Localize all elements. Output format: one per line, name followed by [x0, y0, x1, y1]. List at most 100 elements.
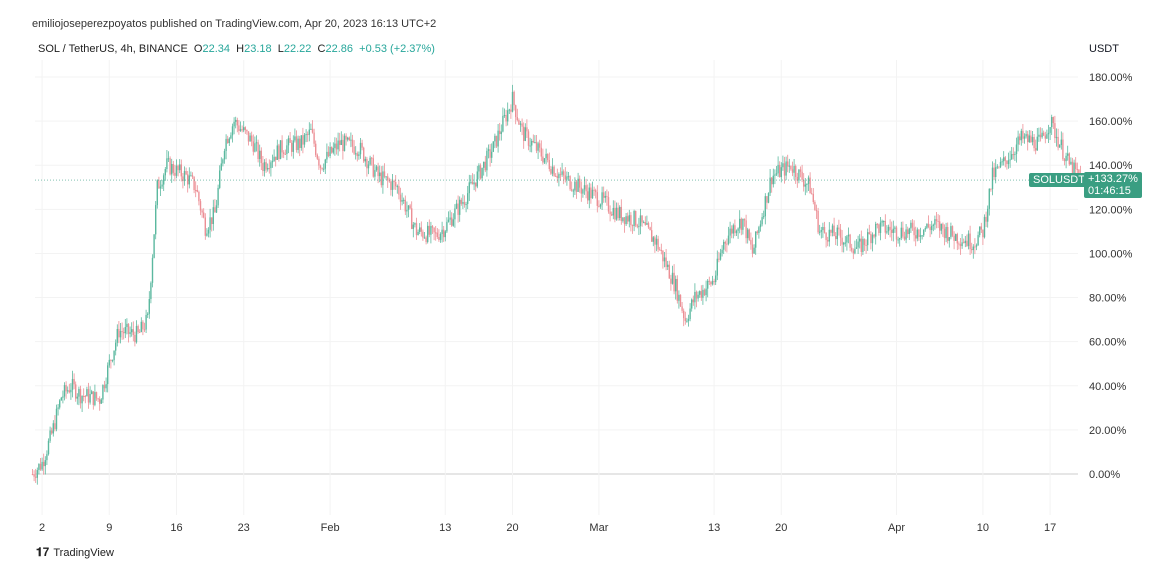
- candle-body: [124, 327, 126, 334]
- candle-body: [996, 166, 998, 168]
- candle-body: [137, 326, 139, 332]
- candle-body: [537, 143, 539, 151]
- candle-body: [734, 225, 736, 234]
- candle-body: [819, 231, 821, 233]
- candle-body: [889, 226, 891, 230]
- candle-body: [471, 181, 474, 185]
- candle-body: [310, 128, 312, 130]
- candle-body: [703, 289, 706, 296]
- candle-body: [676, 278, 678, 301]
- candle-body: [793, 166, 795, 173]
- candle-body: [174, 172, 176, 176]
- candle-body: [1047, 132, 1050, 135]
- candle-body: [286, 145, 288, 155]
- candle-body: [692, 299, 694, 303]
- candle-body: [223, 150, 226, 160]
- candle-body: [926, 223, 928, 229]
- candle-body: [364, 158, 366, 162]
- candle-body: [1067, 153, 1069, 156]
- candle-body: [1063, 159, 1066, 162]
- symbol-legend: SOL / TetherUS, 4h, BINANCE O22.34 H23.1…: [38, 43, 435, 55]
- x-tick-label: 2: [39, 522, 45, 534]
- candle-body: [767, 193, 770, 203]
- candle-body: [607, 197, 610, 212]
- candle-body: [1062, 139, 1064, 160]
- candle-body: [507, 110, 509, 122]
- candle-body: [289, 138, 291, 143]
- candle-body: [966, 240, 968, 246]
- candle-body: [1019, 136, 1021, 141]
- candle-body: [539, 143, 541, 148]
- candle-body: [1049, 127, 1051, 133]
- symbol-name[interactable]: SOL / TetherUS, 4h, BINANCE: [38, 43, 188, 55]
- candle-body: [614, 207, 616, 220]
- y-tick-label: 120.00%: [1089, 204, 1133, 216]
- candle-body: [89, 393, 91, 403]
- candle-body: [518, 120, 520, 125]
- candle-body: [369, 157, 371, 165]
- candle-body: [590, 187, 592, 199]
- candle-body: [433, 227, 435, 233]
- candle-body: [412, 224, 414, 229]
- candle-body: [795, 166, 797, 177]
- candle-body: [486, 150, 488, 171]
- candle-body: [468, 182, 470, 194]
- candle-body: [1046, 134, 1048, 139]
- candle-body: [324, 159, 326, 169]
- candle-body: [1038, 134, 1040, 137]
- candle-body: [60, 397, 62, 401]
- candle-body: [199, 201, 202, 211]
- candle-body: [281, 140, 283, 153]
- tradingview-logo-icon: 𝟏7: [36, 545, 50, 559]
- candle-body: [267, 168, 269, 170]
- candle-body: [279, 140, 282, 160]
- y-tick-label: 0.00%: [1089, 469, 1120, 481]
- candle-body: [217, 187, 219, 206]
- x-tick-label: 13: [708, 522, 720, 534]
- candle-body: [441, 229, 443, 235]
- candle-body: [140, 321, 142, 332]
- candle-body: [555, 175, 557, 177]
- candle-body: [1001, 161, 1003, 163]
- candle-body: [956, 234, 958, 244]
- candle-body: [308, 129, 310, 135]
- close-label: C: [317, 43, 326, 55]
- candle-body: [988, 188, 990, 209]
- candle-body: [612, 207, 614, 216]
- candle-body: [411, 208, 413, 229]
- x-tick-label: Apr: [888, 522, 905, 534]
- tradingview-logo[interactable]: 𝟏7 TradingView: [36, 545, 114, 560]
- candle-body: [340, 139, 342, 145]
- candle-body: [268, 168, 270, 170]
- candle-body: [103, 385, 106, 389]
- candle-body: [481, 167, 483, 179]
- candle-body: [110, 359, 112, 361]
- candle-body: [766, 196, 768, 203]
- candle-body: [843, 242, 845, 245]
- candle-body: [401, 200, 403, 202]
- candle-body: [1009, 159, 1011, 161]
- candle-body: [65, 385, 67, 392]
- candle-body: [1073, 162, 1075, 176]
- candle-body: [532, 140, 534, 143]
- candle-body: [787, 161, 789, 167]
- candle-body: [150, 282, 152, 300]
- candle-body: [254, 143, 256, 152]
- candle-body: [54, 423, 56, 430]
- candle-body: [667, 264, 669, 267]
- candle-body: [427, 225, 429, 242]
- candle-body: [878, 224, 880, 233]
- candle-body: [694, 291, 696, 303]
- candle-body: [729, 228, 731, 236]
- candle-body: [134, 334, 136, 343]
- candle-body: [846, 236, 848, 243]
- candle-body: [43, 461, 45, 467]
- candle-body: [684, 318, 686, 322]
- candle-body: [817, 210, 819, 233]
- candle-body: [1027, 134, 1029, 143]
- candle-body: [825, 232, 827, 241]
- candle-body: [718, 258, 720, 260]
- candle-body: [415, 223, 418, 236]
- candle-body: [963, 242, 965, 244]
